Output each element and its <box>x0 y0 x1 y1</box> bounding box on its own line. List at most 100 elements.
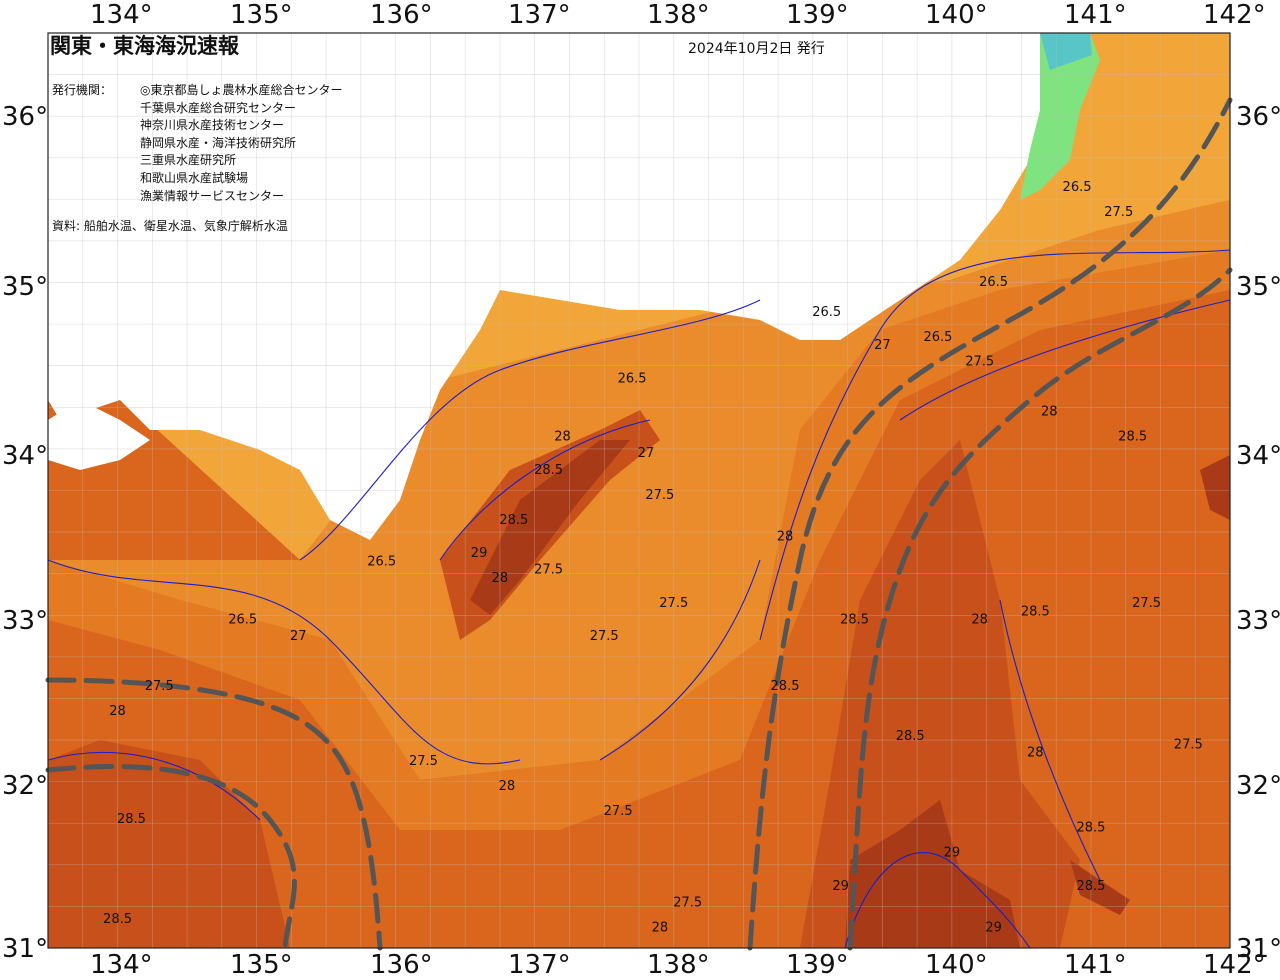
sst-label: 27.5 <box>534 563 563 578</box>
sst-label: 27.5 <box>965 355 994 370</box>
kuroshio-axis <box>45 764 297 951</box>
sst-label: 27.5 <box>659 596 688 611</box>
isotherm-contour <box>599 559 761 761</box>
sst-label: 27.5 <box>1174 737 1203 752</box>
agency-name: 神奈川県水産技術センター <box>140 118 285 133</box>
lon-label-top: 141° <box>1064 0 1127 30</box>
publisher-list: 発行機関： ◎東京都島しょ農林水産総合センター 千葉県水産総合研究センター 神奈川… <box>52 82 342 205</box>
isotherm-contour <box>299 299 761 561</box>
lon-label-top: 136° <box>370 0 433 30</box>
sst-label: 27 <box>638 446 655 461</box>
sst-label: 28 <box>492 571 509 586</box>
lon-label-bottom: 134° <box>90 950 153 980</box>
sst-label: 27.5 <box>1132 596 1161 611</box>
sst-label: 28.5 <box>1076 821 1105 836</box>
lat-label-left: 35° <box>2 272 49 302</box>
lat-label-right: 36° <box>1236 102 1280 132</box>
sst-label: 26.5 <box>618 371 647 386</box>
sst-label: 29 <box>985 920 1002 935</box>
lat-label-right: 35° <box>1236 272 1280 302</box>
sst-label: 27.5 <box>590 629 619 644</box>
sst-label: 29 <box>832 879 849 894</box>
agency-name: ◎東京都島しょ農林水産総合センター <box>140 83 343 97</box>
sst-zone-29-south <box>845 800 1020 948</box>
map-title: 関東・東海海況速報 <box>50 34 239 58</box>
lat-label-left: 32° <box>2 771 49 801</box>
lon-label-top: 135° <box>230 0 293 30</box>
lon-label-top: 139° <box>786 0 849 30</box>
isotherm-contour <box>759 249 1231 641</box>
sst-label: 28 <box>1041 405 1058 420</box>
sst-label: 27.5 <box>645 488 674 503</box>
lat-label-right: 31° <box>1236 934 1280 964</box>
sst-zone-29-east <box>1070 860 1130 915</box>
sst-label: 27 <box>874 338 891 353</box>
lon-label-bottom: 137° <box>508 950 571 980</box>
sst-label: 28.5 <box>1118 430 1147 445</box>
sst-label: 28 <box>777 529 794 544</box>
sst-label: 26.5 <box>367 554 396 569</box>
sst-label: 28.5 <box>1076 879 1105 894</box>
lat-label-left: 33° <box>2 606 49 636</box>
isotherm-contour <box>47 559 521 765</box>
sst-label: 28.5 <box>771 679 800 694</box>
sst-zone-285-west <box>48 740 290 948</box>
sst-label: 28 <box>971 613 988 628</box>
agency-name: 漁業情報サービスセンター <box>140 188 285 203</box>
isotherm-contour <box>844 852 1031 949</box>
sst-label: 27.5 <box>673 895 702 910</box>
sst-label: 26.5 <box>812 305 841 320</box>
isotherm-contour <box>439 419 651 561</box>
lat-label-right: 32° <box>1236 771 1280 801</box>
lon-label-bottom: 135° <box>230 950 293 980</box>
lon-label-bottom: 140° <box>925 950 988 980</box>
agency-name: 和歌山県水産試験場 <box>140 170 249 185</box>
kuroshio-axis <box>747 97 1233 951</box>
lon-label-top: 142° <box>1203 0 1266 30</box>
agency-name: 三重県水産研究所 <box>140 153 237 168</box>
sst-label: 28.5 <box>103 912 132 927</box>
land-honshu <box>48 33 1070 540</box>
sst-label: 26.5 <box>228 613 257 628</box>
sst-zone-275 <box>48 250 1230 830</box>
lon-label-bottom: 136° <box>370 950 433 980</box>
lat-label-left: 36° <box>2 102 49 132</box>
sst-label: 28 <box>499 779 516 794</box>
isotherm-contour <box>999 599 1101 881</box>
sst-label: 28.5 <box>1021 604 1050 619</box>
lon-label-bottom: 138° <box>647 950 710 980</box>
sst-zone-285 <box>800 440 1080 948</box>
lon-label-top: 137° <box>508 0 571 30</box>
sst-label: 28 <box>554 430 571 445</box>
sst-label: 29 <box>471 546 488 561</box>
isotherm-contour <box>47 751 261 821</box>
data-source: 資料: 船舶水温、衛星水温、気象庁解析水温 <box>52 219 288 233</box>
map-frame <box>47 32 1231 949</box>
sst-label: 26.5 <box>923 330 952 345</box>
sst-label: 26.5 <box>979 275 1008 290</box>
lon-label-bottom: 141° <box>1064 950 1127 980</box>
sst-label: 27 <box>290 629 307 644</box>
sst-label: 28 <box>1027 746 1044 761</box>
kuroshio-axis <box>45 677 383 951</box>
lat-label-left: 31° <box>2 934 49 964</box>
lon-label-top: 140° <box>925 0 988 30</box>
sst-label: 28.5 <box>534 463 563 478</box>
sst-label: 28.5 <box>840 613 869 628</box>
sst-patch-29-ne <box>1200 455 1230 520</box>
sst-label: 29 <box>944 846 961 861</box>
kuroshio-axis <box>847 267 1233 951</box>
lat-label-right: 33° <box>1236 606 1280 636</box>
lon-label-bottom: 142° <box>1203 950 1266 980</box>
sst-label: 27.5 <box>1104 205 1133 220</box>
sst-label: 27.5 <box>409 754 438 769</box>
lat-label-right: 34° <box>1236 441 1280 471</box>
sst-label: 27.5 <box>604 804 633 819</box>
sst-label: 28.5 <box>896 729 925 744</box>
sst-label: 27.5 <box>145 679 174 694</box>
lon-label-bottom: 139° <box>786 950 849 980</box>
sst-label: 28 <box>652 920 669 935</box>
lon-label-top: 134° <box>90 0 153 30</box>
sst-patch-29 <box>470 440 630 615</box>
